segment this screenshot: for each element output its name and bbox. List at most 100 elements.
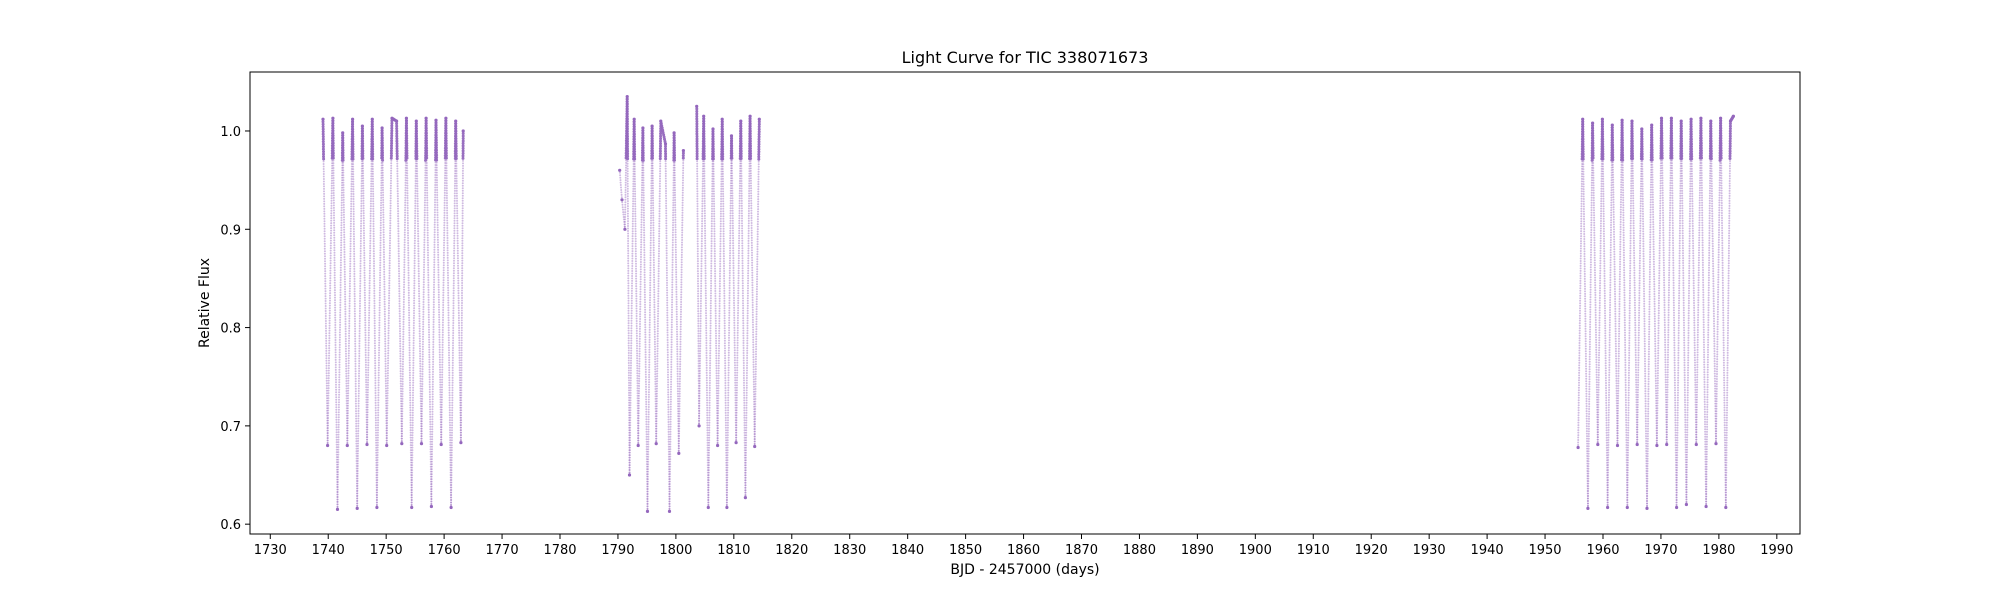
data-point — [447, 324, 450, 327]
data-point — [461, 194, 464, 197]
data-point — [401, 427, 403, 430]
data-point — [653, 278, 656, 281]
data-point — [378, 356, 380, 359]
data-point — [343, 248, 346, 251]
data-point — [460, 436, 462, 439]
data-point — [650, 207, 653, 210]
data-point — [652, 244, 655, 247]
data-point — [408, 316, 411, 319]
data-point — [631, 272, 634, 275]
data-point — [364, 321, 367, 324]
data-point — [370, 167, 373, 170]
data-point — [399, 352, 402, 355]
data-point — [412, 347, 415, 349]
data-point — [409, 379, 411, 382]
data-point — [436, 206, 439, 209]
data-point — [421, 392, 424, 395]
data-point — [647, 445, 650, 448]
data-point — [345, 362, 348, 365]
data-point — [436, 219, 439, 221]
data-point — [365, 388, 368, 391]
data-point — [406, 212, 409, 214]
data-point — [646, 495, 649, 498]
data-point — [639, 295, 642, 298]
data-point — [446, 249, 449, 252]
data-point — [626, 185, 629, 188]
data-point — [358, 327, 361, 330]
data-point — [334, 314, 337, 317]
data-point — [335, 396, 338, 399]
data-point — [329, 299, 331, 302]
data-point — [413, 237, 416, 240]
data-point — [353, 250, 356, 253]
data-point — [649, 229, 652, 232]
data-point — [653, 271, 655, 274]
data-point — [360, 187, 363, 190]
data-point — [329, 282, 332, 285]
data-point — [386, 424, 389, 427]
data-point — [334, 356, 337, 359]
data-point — [373, 265, 375, 267]
data-point — [447, 274, 449, 277]
data-point — [447, 299, 450, 302]
data-point — [401, 417, 404, 420]
data-point — [325, 332, 328, 335]
data-point — [431, 423, 434, 426]
data-point — [460, 394, 463, 397]
data-point — [624, 179, 627, 182]
data-point — [401, 375, 404, 378]
data-point — [352, 160, 355, 163]
data-point — [388, 277, 391, 280]
data-point — [350, 175, 353, 178]
data-point — [652, 224, 655, 227]
data-point — [421, 355, 424, 358]
data-point — [441, 368, 444, 371]
data-point — [380, 177, 383, 179]
data-point — [375, 479, 378, 482]
data-point — [338, 353, 341, 356]
data-point — [432, 323, 435, 326]
data-point — [387, 332, 390, 335]
data-point — [440, 428, 443, 431]
data-point — [461, 294, 463, 297]
data-point — [427, 306, 430, 309]
data-point — [629, 409, 632, 412]
data-point — [363, 294, 366, 297]
data-point — [457, 307, 460, 309]
data-point — [399, 380, 402, 383]
data-point — [639, 290, 642, 293]
data-point — [417, 222, 419, 225]
data-point — [452, 267, 455, 270]
data-point — [373, 284, 376, 287]
data-point — [342, 181, 345, 184]
data-point — [390, 169, 393, 172]
data-point — [453, 219, 456, 222]
data-point — [387, 317, 390, 320]
data-point — [653, 335, 656, 338]
data-point — [352, 193, 355, 195]
data-point — [373, 334, 376, 337]
data-point — [461, 274, 464, 277]
data-point — [327, 374, 330, 377]
data-point — [627, 304, 630, 307]
data-point — [631, 225, 634, 228]
data-point — [411, 426, 414, 429]
data-point — [450, 454, 453, 457]
data-point — [324, 325, 327, 327]
data-point — [354, 380, 357, 383]
data-point — [431, 428, 434, 431]
data-point — [426, 224, 429, 227]
data-point — [343, 246, 346, 249]
data-point — [628, 444, 631, 447]
data-point — [384, 327, 386, 330]
data-point — [335, 428, 338, 431]
data-point — [653, 293, 656, 296]
data-point — [646, 478, 649, 481]
data-point — [336, 496, 339, 498]
data-point — [384, 360, 387, 363]
data-point — [416, 197, 419, 200]
data-point — [395, 139, 399, 143]
data-point — [446, 266, 449, 269]
data-point — [649, 269, 652, 272]
data-point — [362, 212, 365, 215]
